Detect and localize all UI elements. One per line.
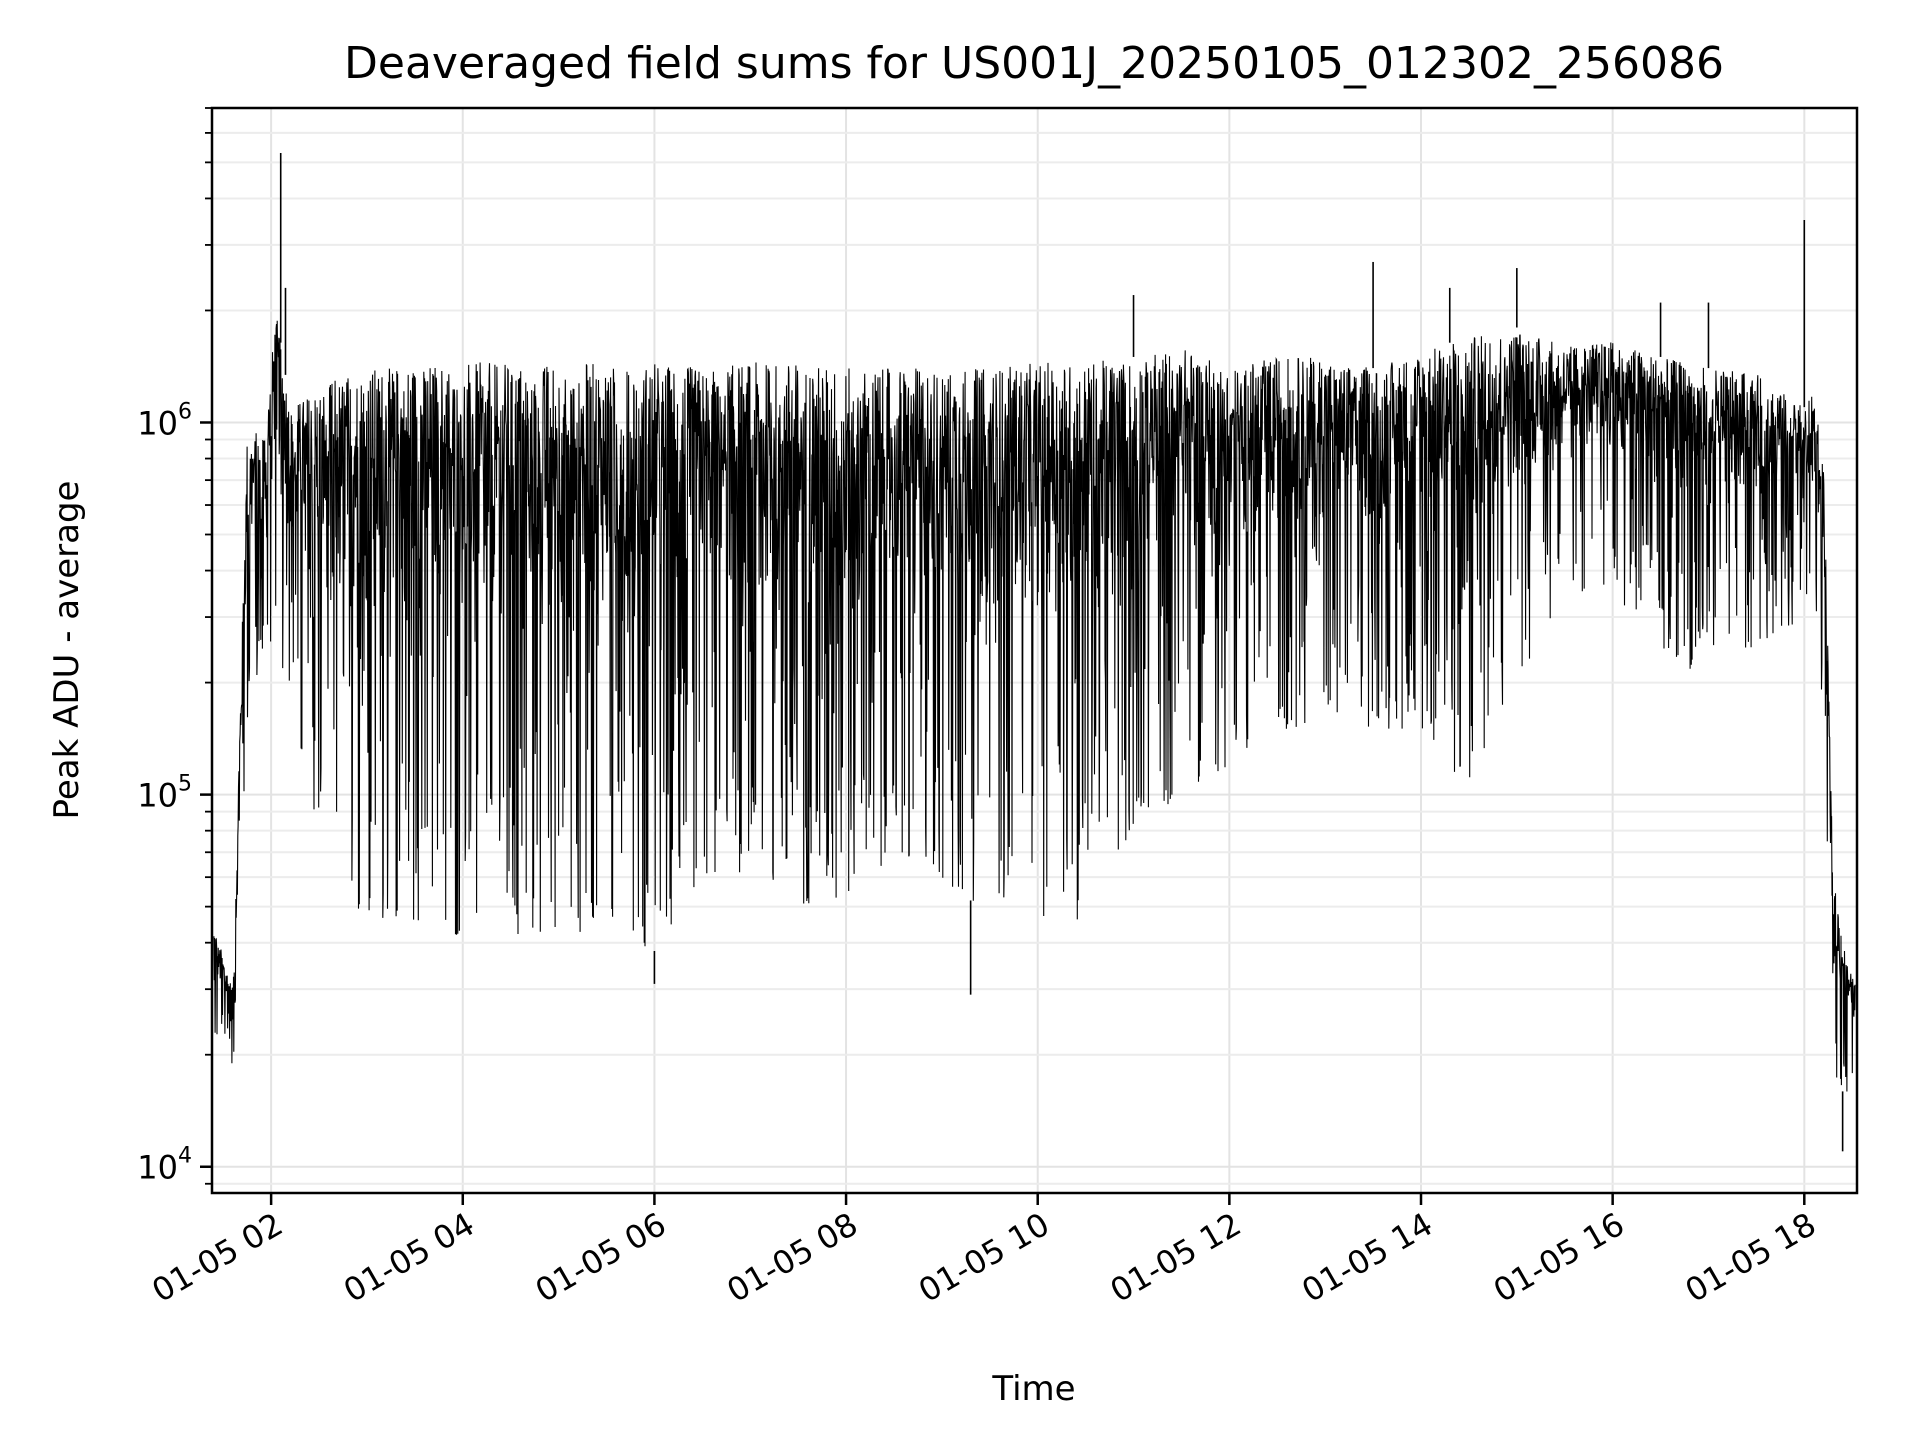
x-axis-label: Time: [991, 1369, 1075, 1409]
y-axis: 104 105 106: [137, 107, 212, 1187]
x-tick-label: 01-05 06: [529, 1205, 673, 1310]
x-tick-label: 01-05 08: [720, 1205, 864, 1310]
series-line: [213, 320, 1856, 1092]
series-layer: [213, 152, 1856, 1152]
y-tick-label: 105: [137, 772, 192, 815]
plot-frame: [210, 106, 1859, 1195]
x-tick-label: 01-05 04: [337, 1205, 481, 1310]
y-tick-label: 106: [137, 399, 192, 442]
y-axis-label: Peak ADU - average: [47, 481, 87, 820]
x-tick-label: 01-05 12: [1104, 1205, 1248, 1310]
y-tick-label: 104: [137, 1144, 192, 1187]
x-tick-label: 01-05 02: [146, 1205, 290, 1310]
x-tick-label: 01-05 10: [912, 1205, 1056, 1310]
x-tick-label: 01-05 18: [1679, 1205, 1823, 1310]
x-tick-label: 01-05 14: [1295, 1205, 1439, 1310]
x-tick-label: 01-05 16: [1487, 1205, 1631, 1310]
x-axis: 01-05 02 01-05 04 01-05 06 01-05 08 01-05 10…: [146, 1193, 1823, 1310]
chart-title: Deaveraged field sums for US001J_2025010…: [344, 38, 1724, 89]
